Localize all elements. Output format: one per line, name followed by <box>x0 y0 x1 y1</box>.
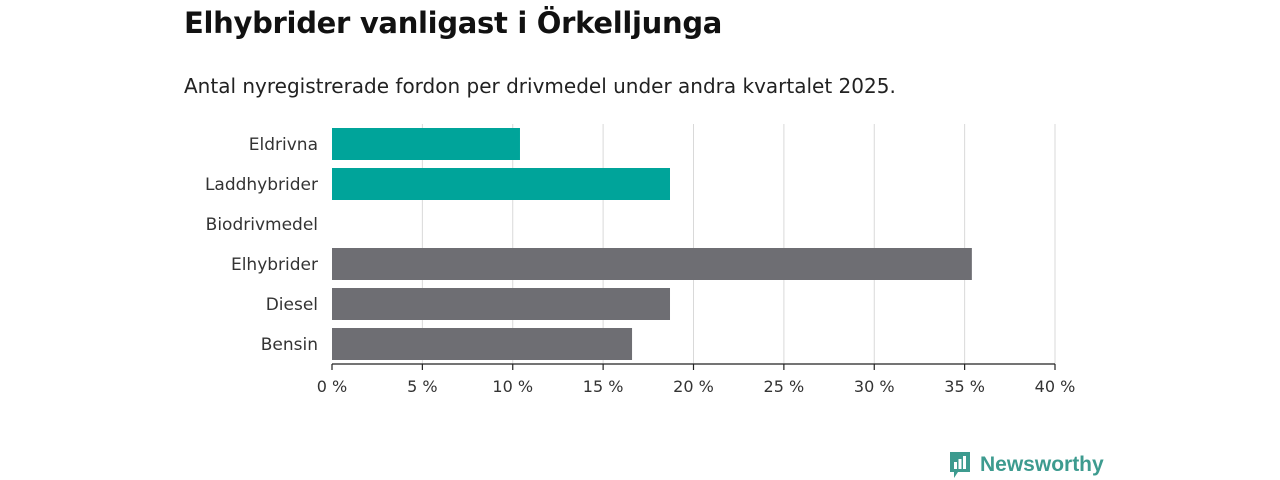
x-tick-label: 0 % <box>317 377 347 396</box>
bar <box>332 168 671 200</box>
bar <box>332 288 671 320</box>
category-label: Diesel <box>266 295 318 315</box>
chart-title: Elhybrider vanligast i Örkelljunga <box>184 6 723 40</box>
x-tick-label: 20 % <box>673 377 714 396</box>
x-tick-label: 10 % <box>492 377 533 396</box>
bar <box>332 128 520 160</box>
category-label: Biodrivmedel <box>206 215 318 235</box>
category-label: Bensin <box>261 335 318 355</box>
chart-subtitle: Antal nyregistrerade fordon per drivmede… <box>184 74 896 98</box>
newsworthy-logo-icon <box>950 452 970 478</box>
newsworthy-logo: Newsworthy <box>948 450 1104 480</box>
x-tick-label: 5 % <box>407 377 437 396</box>
category-label: Eldrivna <box>249 135 318 155</box>
newsworthy-logo-text: Newsworthy <box>980 453 1104 476</box>
x-tick-label: 30 % <box>854 377 895 396</box>
category-label: Elhybrider <box>231 255 318 275</box>
category-label: Laddhybrider <box>205 175 318 195</box>
bar <box>332 248 972 280</box>
x-tick-label: 35 % <box>944 377 985 396</box>
x-tick-label: 40 % <box>1035 377 1076 396</box>
bar <box>332 328 633 360</box>
x-tick-label: 25 % <box>764 377 805 396</box>
x-tick-label: 15 % <box>583 377 624 396</box>
